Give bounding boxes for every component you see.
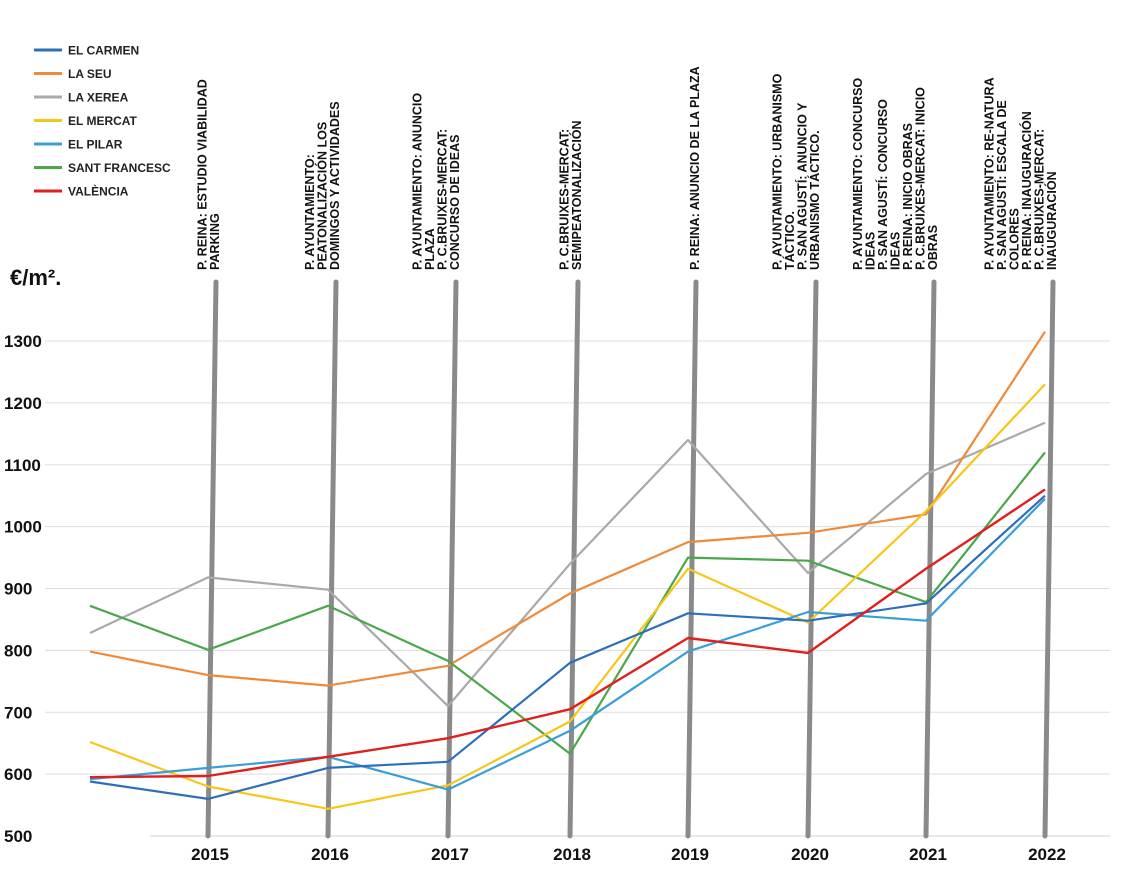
annotation-line: P. C.BRUIXES-MERCAT: — [436, 129, 450, 270]
annotation-line: P. REINA: ESTUDIO VIABILIDAD — [196, 79, 210, 270]
x-tick-label: 2020 — [791, 845, 829, 864]
annotation-line: P. AYUNTAMIENTO: ANUNCIO — [411, 93, 425, 270]
x-tick-label: 2018 — [553, 845, 591, 864]
annotation-line: P. SAN AGUSTÍ: CONCURSO — [875, 99, 890, 270]
x-tick-label: 2021 — [909, 845, 947, 864]
annotation-line: URBANISMO TÁCTICO. — [807, 130, 822, 270]
x-tick-label: 2016 — [311, 845, 349, 864]
y-tick-label: 700 — [4, 703, 32, 722]
annotation-line: OBRAS — [926, 225, 940, 270]
y-axis-ticks: 500 600 700 800 900 1000 1100 1200 1300 — [4, 332, 42, 846]
annotation-line: P. AYUNTAMIENTO: — [303, 154, 317, 270]
y-tick-label: 600 — [4, 765, 32, 784]
milestone-pole — [805, 279, 819, 839]
legend-entry: VALÈNCIA — [68, 184, 129, 199]
legend-entry: EL MERCAT — [68, 114, 138, 128]
annotation-line: P. SAN AGUSTÍ: ANUNCIO Y — [795, 102, 810, 270]
annotation-line: P. REINA: INAUGURACIÓN — [1019, 111, 1034, 270]
series-line-el-mercat — [89, 383, 1046, 810]
annotation-line: P. C.BRUIXES-MERCAT: — [558, 129, 572, 270]
y-tick-label: 1000 — [4, 518, 42, 537]
annotation-line: P. AYUNTAMIENTO: RE-NATURA — [983, 77, 997, 270]
series-lines — [89, 331, 1046, 810]
annotation-line: DOMINGOS Y ACTIVIDADES — [328, 101, 342, 270]
series-line-el-carmen — [89, 494, 1046, 801]
x-tick-label: 2019 — [671, 845, 709, 864]
series-line-la-xerea — [89, 421, 1046, 708]
y-tick-label: 1100 — [4, 456, 41, 475]
y-tick-label: 900 — [4, 580, 32, 599]
annotation-line: P. REINA: ANUNCIO DE LA PLAZA — [688, 66, 702, 270]
annotation-line: TÁCTICO. — [782, 211, 797, 270]
milestone-annotation: P. C.BRUIXES-MERCAT:SEMIPEATONALIZACIÓN — [558, 120, 585, 270]
legend: EL CARMEN LA SEU LA XEREA EL MERCAT EL PILAR… — [34, 44, 171, 199]
annotation-line: P. C.BRUIXES-MERCAT: — [1033, 129, 1047, 270]
milestone-pole — [445, 279, 459, 839]
milestone-annotation: P. REINA: ANUNCIO DE LA PLAZA — [688, 66, 702, 270]
legend-entry: EL CARMEN — [68, 44, 139, 58]
annotation-line: P. SAN AGUSTÍ: ESCALA DE — [994, 100, 1009, 270]
annotation-line: PLAZA — [423, 228, 437, 270]
legend-entry: LA SEU — [68, 67, 112, 81]
milestone-annotation: P. AYUNTAMIENTO:PEATONALIZACIÓN LOSDOMIN… — [303, 101, 342, 270]
annotation-line: SEMIPEATONALIZACIÓN — [569, 120, 584, 270]
milestone-pole — [923, 279, 937, 839]
annotation-line: IDEAS — [864, 232, 878, 270]
annotation-line: CONCURSO DE IDEAS — [448, 135, 462, 270]
x-tick-label: 2017 — [431, 845, 469, 864]
milestone-pole — [325, 279, 339, 839]
series-line-val-ncia — [89, 488, 1046, 779]
annotation-line: P. AYUNTAMIENTO: URBANISMO — [771, 73, 785, 270]
annotation-line: IDEAS — [889, 232, 903, 270]
annotation-line: P. C.BRUIXES-MERCAT: INICIO — [914, 87, 928, 270]
legend-entry: LA XEREA — [68, 91, 129, 105]
y-tick-label: 1300 — [4, 332, 42, 351]
annotation-line: PEATONALIZACIÓN LOS — [315, 122, 330, 270]
y-tick-label: 1200 — [4, 394, 42, 413]
annotation-line: P. REINA: INICIO OBRAS — [901, 123, 915, 270]
series-line-la-seu — [89, 331, 1046, 687]
milestone-pole — [1042, 279, 1056, 839]
milestone-pole — [685, 279, 699, 839]
x-tick-label: 2015 — [191, 845, 229, 864]
legend-entry: EL PILAR — [68, 138, 123, 152]
annotation-line: P. AYUNTAMIENTO: CONCURSO — [851, 78, 865, 270]
milestone-poles — [205, 279, 1056, 839]
milestone-pole — [205, 279, 219, 839]
y-tick-label: 500 — [4, 827, 32, 846]
x-tick-label: 2022 — [1028, 845, 1066, 864]
annotation-line: COLORES — [1008, 208, 1022, 270]
annotation-line: INAUGURACIÓN — [1044, 171, 1059, 270]
legend-entry: SANT FRANCESC — [68, 161, 171, 175]
annotation-line: PARKING — [208, 213, 222, 270]
x-axis-ticks: 2015 2016 2017 2018 2019 2020 2021 2022 — [191, 845, 1066, 864]
series-line-el-pilar — [89, 498, 1046, 791]
y-tick-label: 800 — [4, 641, 32, 660]
series-line-sant-francesc — [89, 451, 1046, 755]
y-axis-unit-label: €/m². — [10, 265, 61, 290]
